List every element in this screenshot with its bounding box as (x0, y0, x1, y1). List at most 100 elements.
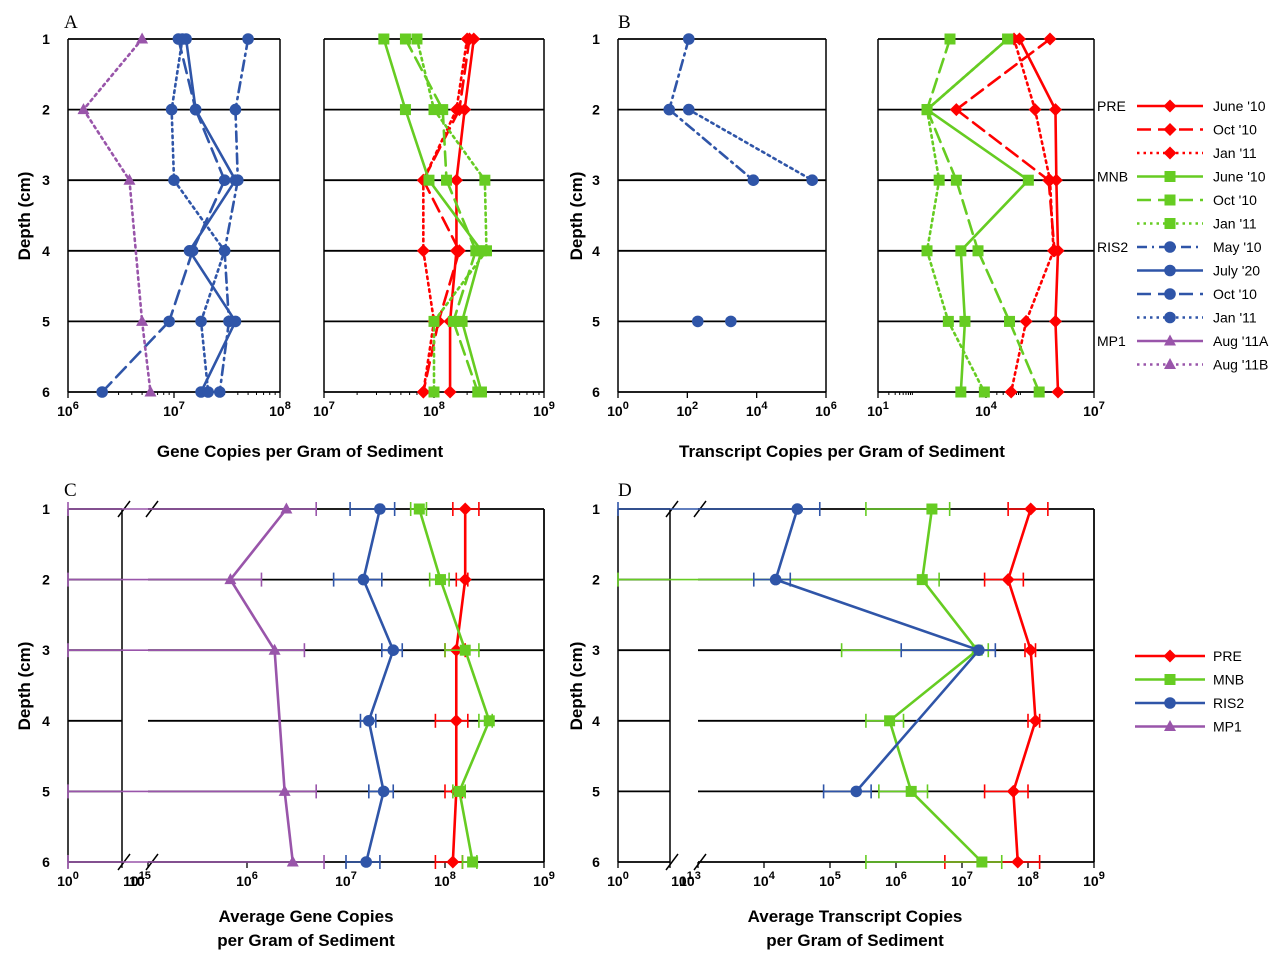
y-tick-label: 1 (42, 31, 50, 47)
series-line-ris2 (191, 178, 226, 253)
x-tick-label: 104 (753, 870, 776, 889)
legend-marker (1164, 358, 1176, 369)
data-point-ris2 (682, 33, 695, 45)
data-point-pre (1051, 385, 1065, 399)
data-point-pre (1029, 714, 1043, 728)
x-tick-label: 108 (269, 400, 291, 419)
series-line-pre (437, 249, 461, 323)
legend-group-label: MP1 (1097, 333, 1126, 349)
data-point-mnb (399, 104, 411, 116)
panel-label-d: D (618, 480, 632, 501)
data-point-mnb (1022, 174, 1034, 186)
series-line-ris2 (199, 320, 210, 394)
series-line-mnb (441, 108, 448, 182)
data-point-pre (1019, 314, 1033, 328)
xlabel-b: Transcript Copies per Gram of Sediment (679, 442, 1005, 461)
data-point-mnb (944, 33, 956, 45)
panel-label-b: B (618, 12, 631, 33)
series-line-pre (463, 37, 476, 111)
x-tick-label: 103 (679, 870, 701, 889)
series-line-ris2 (223, 178, 240, 253)
y-tick-label: 2 (592, 102, 600, 118)
data-point-ris2 (769, 573, 782, 586)
data-point-ris2 (663, 103, 676, 116)
series-line-ris2 (199, 249, 226, 323)
series-line-pre (422, 320, 440, 394)
series-line-mnb (415, 37, 436, 111)
legend-group-label: PRE (1097, 98, 1126, 114)
series-line-mnb (439, 578, 467, 652)
series-line-ris2 (172, 178, 226, 253)
y-tick-label: 4 (42, 713, 50, 729)
data-point-ris2 (168, 174, 180, 186)
data-point-pre (460, 32, 474, 46)
x-tick-label: 107 (163, 400, 185, 419)
data-point-mnb (428, 315, 440, 327)
data-point-ris2 (96, 386, 108, 398)
xlabel-c-line2: per Gram of Sediment (217, 931, 395, 950)
data-point-mnb (921, 245, 933, 257)
series-line-mnb (959, 249, 967, 323)
legend-entry-label: May '10 (1213, 239, 1262, 255)
series-line-pre (1006, 578, 1033, 652)
data-point-ris2 (189, 103, 202, 116)
series-line-ris2 (167, 249, 194, 323)
legend-marker (1163, 99, 1177, 113)
series-line-mnb (404, 108, 431, 182)
data-point-pre (949, 103, 963, 117)
axis-break-mark (665, 853, 679, 871)
legend-marker (1164, 720, 1176, 731)
y-tick-label: 2 (592, 572, 600, 588)
data-point-pre (1004, 385, 1018, 399)
x-tick-label: 104 (975, 400, 998, 419)
series-line-mnb (452, 249, 478, 323)
axis-break-mark (693, 853, 707, 871)
series-line-pre (1024, 249, 1055, 323)
y-tick-label: 3 (42, 642, 50, 658)
series-line-pre (955, 37, 1052, 111)
x-tick-label: 100 (57, 870, 79, 889)
y-tick-label: 1 (592, 501, 600, 517)
data-point-mnb (447, 315, 459, 327)
series-line-pre (422, 108, 458, 182)
xlabel-d-line1: Average Transcript Copies (748, 907, 963, 926)
series-line-mnb (460, 320, 483, 394)
series-line-ris2 (367, 719, 385, 793)
x-tick-label: 106 (815, 400, 837, 419)
subplot-b-left: 100 102 104 106 1 2 3 4 5 6 (592, 31, 837, 419)
series-line-mnb (955, 178, 980, 253)
panel-label-c: C (64, 480, 77, 501)
subplot-b-right: 101 104 107 (867, 32, 1105, 419)
data-point-ris2 (973, 644, 985, 656)
series-line-mnb (458, 719, 491, 793)
series-line-mnb (925, 37, 952, 111)
series-line-mp1 (82, 108, 131, 182)
legend-entry-label: Oct '10 (1213, 122, 1257, 138)
series-line-ris2 (364, 790, 385, 864)
series-line-mnb (925, 249, 950, 323)
data-point-pre (1001, 573, 1015, 587)
series-line-mp1 (140, 320, 152, 394)
data-point-pre (449, 103, 463, 117)
series-line-mnb (925, 37, 1009, 111)
series-line-pre (455, 108, 466, 182)
legend-entry-label: Oct '10 (1213, 192, 1257, 208)
series-line-mnb (925, 108, 958, 182)
y-tick-label: 3 (592, 642, 600, 658)
subplot-a-right: 107 108 109 (313, 32, 555, 419)
data-point-mnb (411, 33, 423, 45)
data-point-mnb (921, 104, 933, 116)
y-tick-label: 6 (42, 854, 50, 870)
legend-entry-label: Jan '11 (1213, 216, 1257, 232)
data-point-mnb (1002, 33, 1014, 45)
series-line-mnb (458, 790, 474, 864)
series-line-pre (422, 178, 461, 253)
data-point-mnb (1033, 386, 1045, 398)
series-line-pre (1054, 249, 1060, 323)
series-line-mnb (432, 249, 488, 323)
xlabel-c-line1: Average Gene Copies (218, 907, 393, 926)
data-point-pre (458, 502, 472, 516)
series-line-mnb (888, 648, 979, 723)
data-point-pre (1043, 173, 1057, 187)
series-line-mnb (432, 108, 487, 182)
